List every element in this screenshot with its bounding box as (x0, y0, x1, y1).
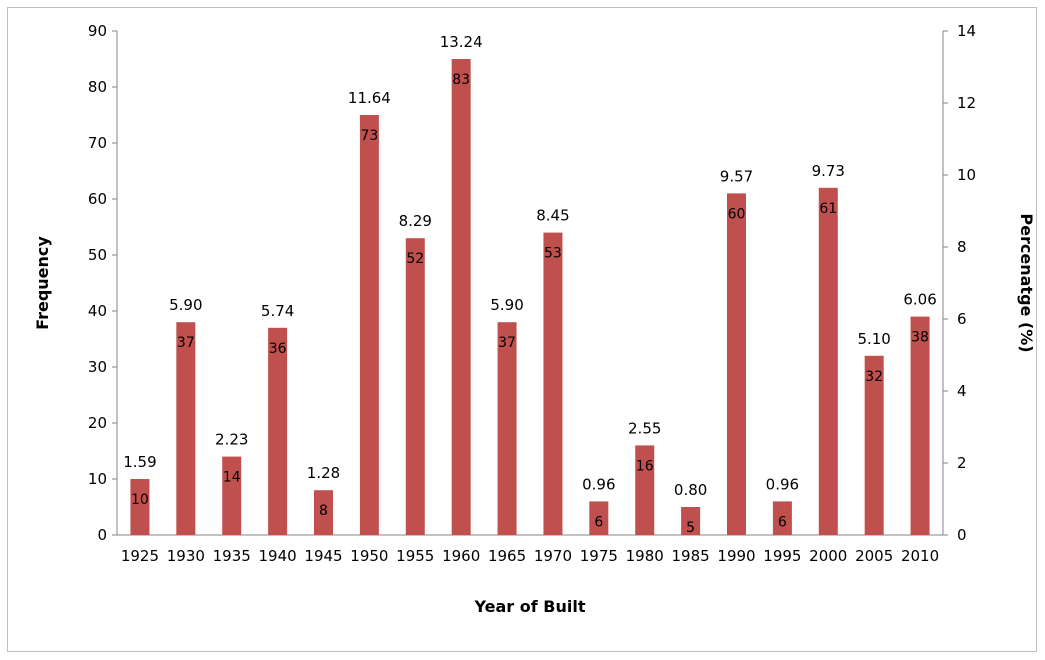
x-axis: 1925 1930 1935 1940 1945 1950 1955 1960 1965 1970… (117, 534, 943, 565)
percent-label: 0.96 (766, 475, 799, 493)
count-label: 6 (594, 514, 603, 530)
y2-axis-title: Percenatge (%) (1017, 213, 1036, 352)
y-tick-label: 60 (88, 190, 107, 208)
bar (497, 322, 517, 535)
y-tick-label: 20 (88, 414, 107, 432)
bar (818, 187, 838, 536)
bar (727, 193, 746, 535)
bar (222, 456, 242, 535)
x-tick-label: 2005 (855, 547, 893, 565)
y2-tick-label: 6 (957, 310, 967, 328)
bar (910, 316, 930, 535)
count-label: 60 (728, 206, 746, 222)
bar (268, 327, 288, 535)
bar (589, 501, 609, 535)
count-label: 83 (452, 72, 470, 88)
y-tick-label: 80 (88, 78, 107, 96)
x-tick-label: 1960 (442, 547, 480, 565)
bar (451, 59, 471, 535)
count-label: 14 (223, 470, 241, 486)
count-label: 6 (778, 514, 787, 530)
bar (314, 490, 333, 535)
bar (359, 115, 379, 535)
count-label: 16 (636, 458, 654, 474)
x-tick-label: 1935 (213, 547, 251, 565)
y-axis-title: Frequency (33, 236, 52, 330)
count-label: 32 (865, 369, 883, 385)
count-label: 10 (131, 492, 149, 508)
x-tick-label: 1975 (580, 547, 618, 565)
count-label: 61 (819, 201, 837, 217)
left-y-axis: 0 10 20 30 40 50 60 70 80 90 (88, 22, 118, 544)
percent-label: 8.45 (536, 207, 569, 225)
percent-label: 8.29 (399, 212, 432, 230)
y2-tick-label: 8 (957, 238, 967, 256)
y2-tick-label: 2 (957, 454, 967, 472)
bars (130, 59, 930, 536)
y2-tick-label: 14 (957, 22, 976, 40)
x-tick-label: 1995 (763, 547, 801, 565)
percent-label: 2.55 (628, 419, 661, 437)
bar (176, 322, 196, 535)
x-tick-label: 1945 (304, 547, 342, 565)
x-tick-label: 1970 (534, 547, 572, 565)
right-y-axis: 0 2 4 6 8 10 12 14 (942, 22, 976, 544)
percent-label: 5.74 (261, 302, 294, 320)
percent-label: 5.90 (490, 296, 523, 314)
bar (405, 238, 425, 535)
x-tick-label: 1955 (396, 547, 434, 565)
x-tick-label: 1980 (626, 547, 664, 565)
percent-label: 9.57 (720, 167, 753, 185)
y-tick-label: 10 (88, 470, 107, 488)
x-tick-label: 1950 (350, 547, 388, 565)
percent-label: 5.90 (169, 296, 202, 314)
percent-label: 13.24 (440, 33, 483, 51)
x-axis-title: Year of Built (474, 597, 586, 616)
y-tick-label: 50 (88, 246, 107, 264)
percent-label: 5.10 (857, 330, 890, 348)
y2-tick-label: 12 (957, 94, 976, 112)
data-labels: 1.59 10 5.90 37 2.23 14 5.74 36 1.28 8 11.64 73 8.29… (123, 33, 937, 536)
count-label: 52 (406, 251, 424, 267)
x-tick-label: 2010 (901, 547, 939, 565)
x-tick-label: 2000 (809, 547, 847, 565)
bar (772, 501, 792, 535)
percent-label: 0.96 (582, 475, 615, 493)
x-tick-label: 1930 (167, 547, 205, 565)
x-tick-label: 1965 (488, 547, 526, 565)
percent-label: 9.73 (812, 162, 845, 180)
y-tick-label: 90 (88, 22, 107, 40)
percent-label: 1.28 (307, 464, 340, 482)
x-tick-label: 1925 (121, 547, 159, 565)
count-label: 37 (177, 335, 195, 351)
bar (635, 445, 655, 535)
percent-label: 6.06 (903, 291, 936, 309)
y-tick-label: 40 (88, 302, 107, 320)
y-tick-label: 30 (88, 358, 107, 376)
y2-tick-label: 4 (957, 382, 967, 400)
x-tick-label: 1985 (672, 547, 710, 565)
y2-tick-label: 10 (957, 166, 976, 184)
y-tick-label: 0 (97, 526, 107, 544)
percent-label: 0.80 (674, 481, 707, 499)
count-label: 37 (498, 335, 516, 351)
bar (681, 507, 701, 535)
percent-label: 2.23 (215, 431, 248, 449)
percent-label: 11.64 (348, 89, 391, 107)
bar (130, 479, 150, 535)
x-tick-label: 1940 (259, 547, 297, 565)
count-label: 5 (686, 520, 695, 536)
count-label: 53 (544, 246, 562, 262)
percent-label: 1.59 (123, 453, 156, 471)
count-label: 8 (319, 503, 328, 519)
count-label: 38 (911, 330, 929, 346)
y2-tick-label: 0 (957, 526, 967, 544)
y-tick-label: 70 (88, 134, 107, 152)
count-label: 73 (360, 128, 378, 144)
count-label: 36 (269, 341, 287, 357)
bar (864, 355, 884, 535)
bar (543, 232, 563, 535)
x-tick-label: 1990 (717, 547, 755, 565)
